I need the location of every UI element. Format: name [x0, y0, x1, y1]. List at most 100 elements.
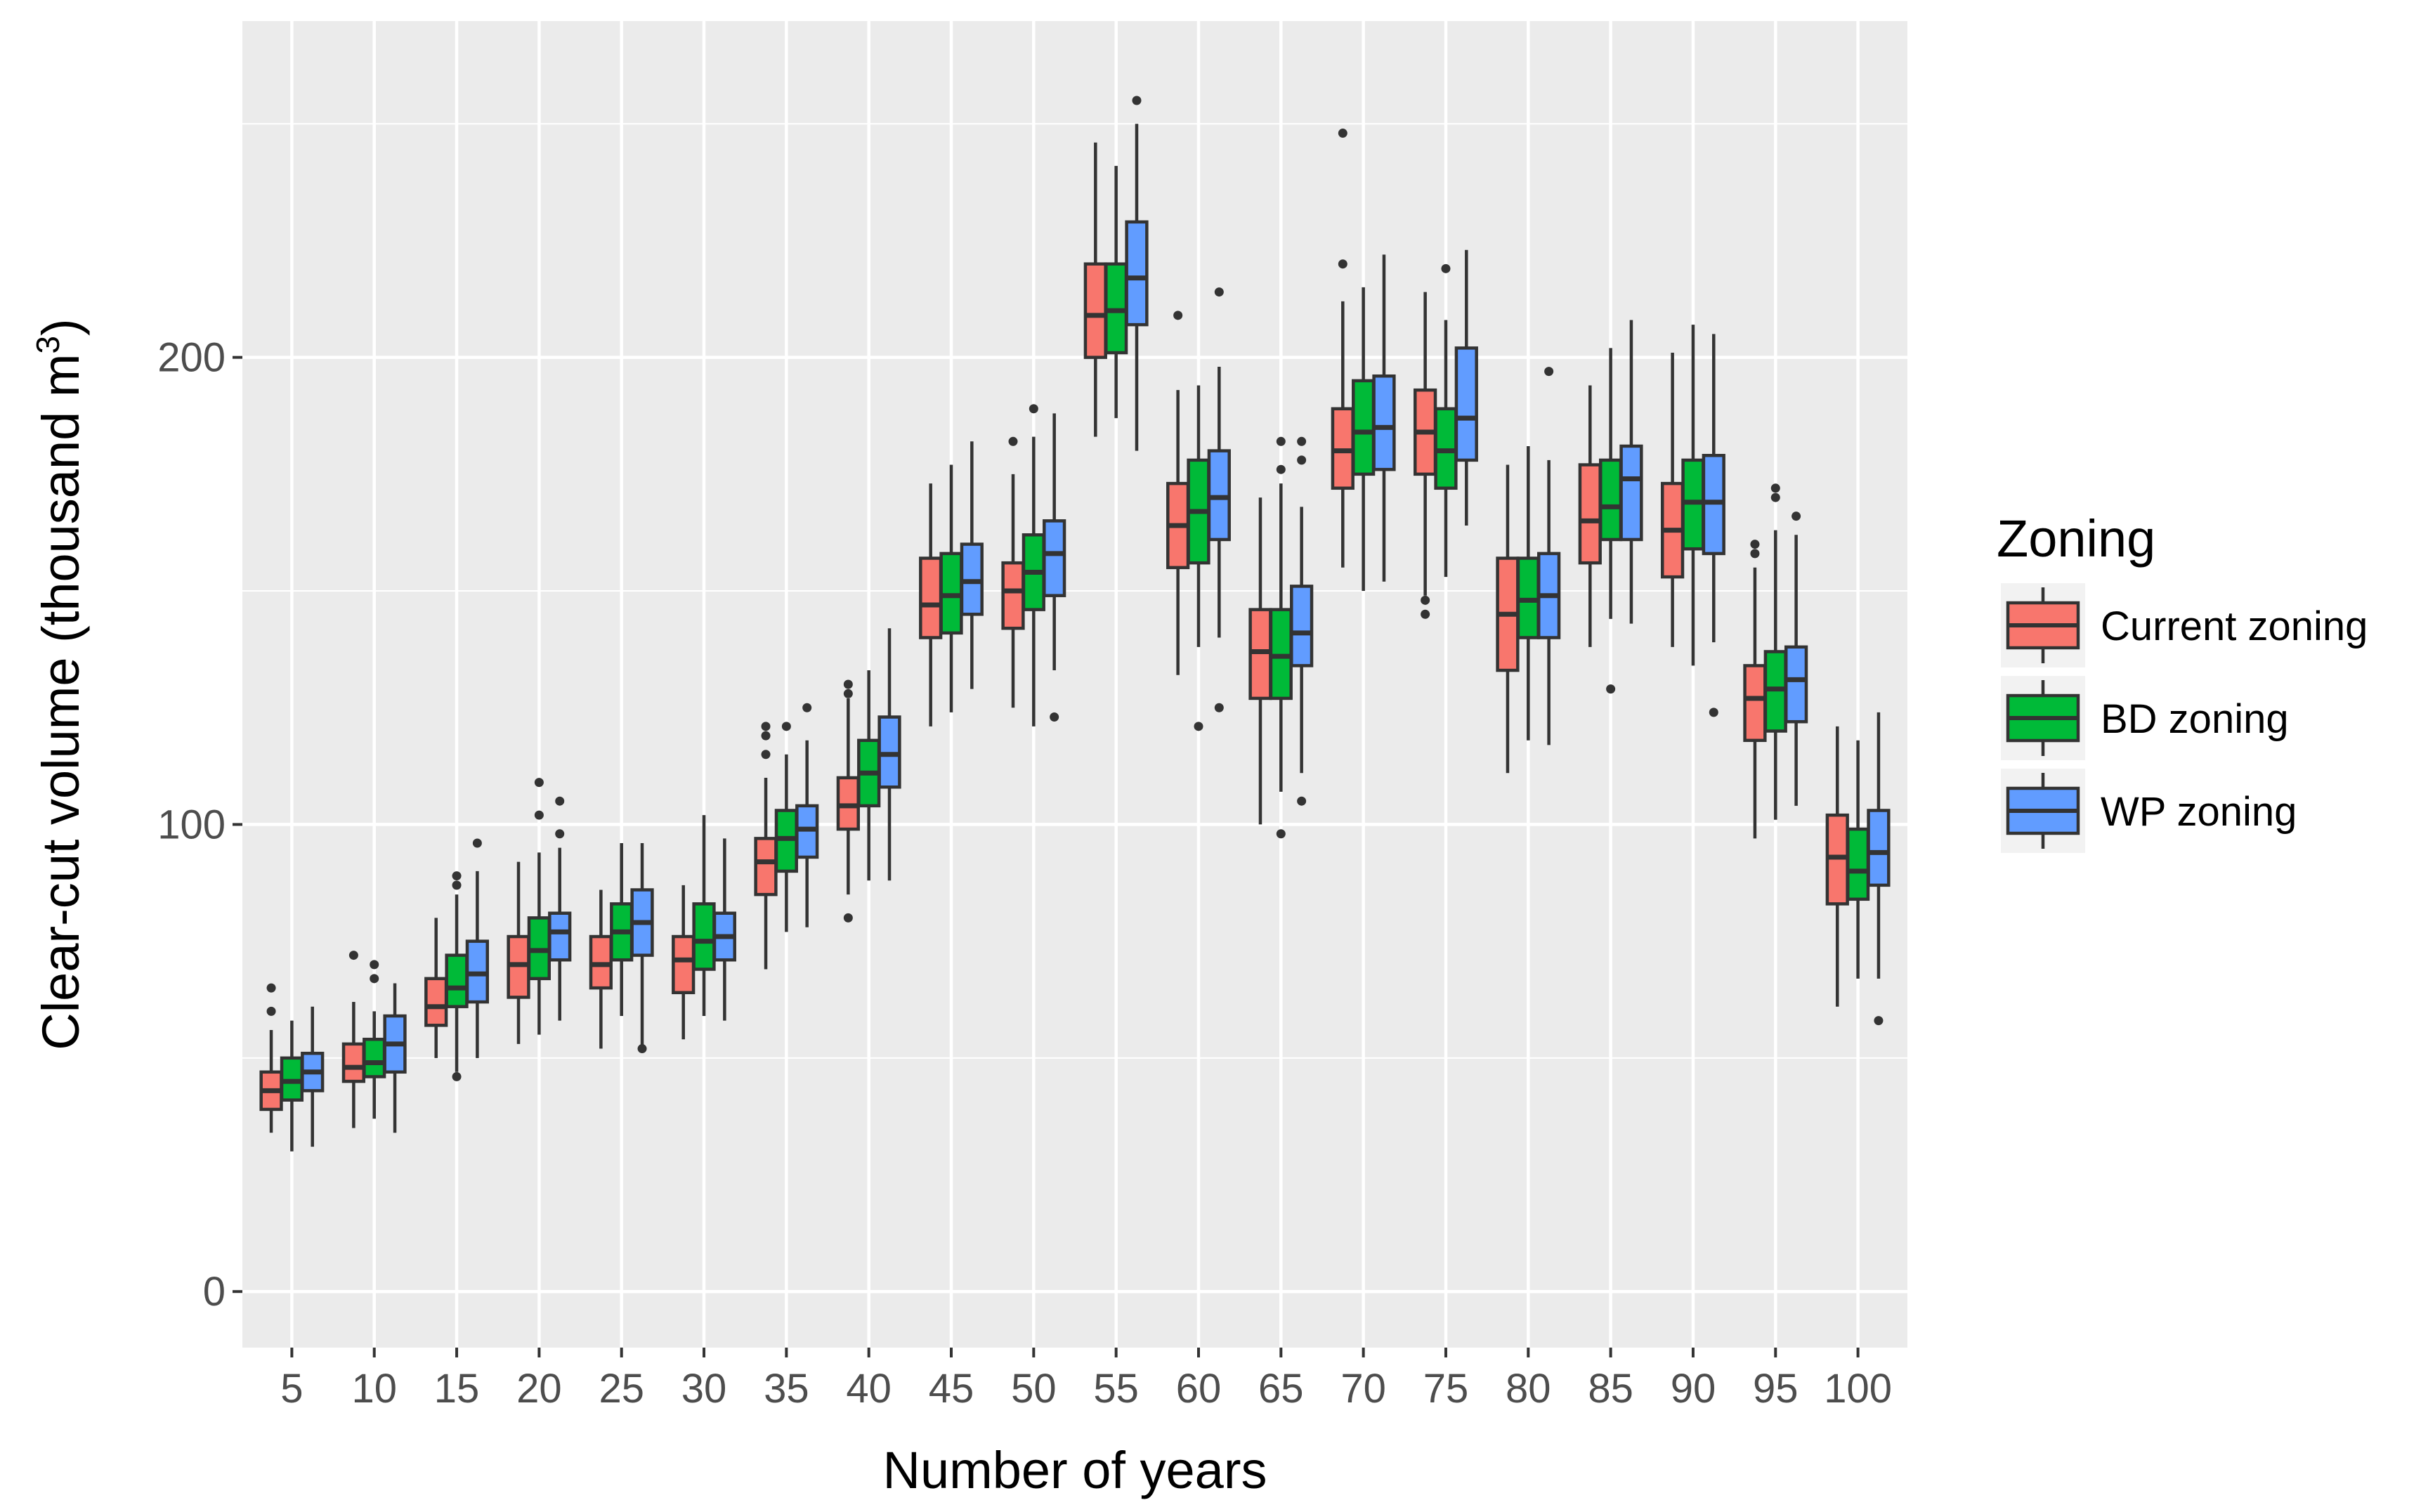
box-series — [259, 96, 1891, 1152]
box-body — [1846, 827, 1870, 901]
x-tick-label: 100 — [1824, 1366, 1892, 1412]
outlier-point — [761, 750, 771, 760]
box — [795, 703, 819, 927]
legend-title: Zoning — [1997, 509, 2155, 568]
box — [1846, 740, 1870, 979]
legend-item: BD zoning — [2001, 676, 2289, 760]
legend: Zoning Current zoning BD zoning WP zoning — [1997, 509, 2368, 853]
box — [754, 722, 778, 970]
box-body — [1454, 346, 1478, 462]
y-axis: 0 100 200 — [157, 335, 242, 1315]
x-tick-label: 85 — [1588, 1366, 1633, 1412]
box-body — [1867, 809, 1891, 887]
x-tick-label: 50 — [1011, 1366, 1057, 1412]
outlier-point — [843, 689, 853, 698]
box — [630, 843, 654, 1054]
y-axis-title-suffix: ) — [32, 318, 90, 336]
box — [1825, 726, 1849, 1007]
box — [877, 628, 901, 881]
box — [1187, 385, 1210, 731]
y-axis-title-superscript: 3 — [30, 336, 66, 354]
outlier-point — [1173, 311, 1183, 320]
outlier-point — [1709, 708, 1718, 717]
box — [1104, 166, 1128, 419]
outlier-point — [534, 810, 544, 820]
box — [424, 918, 448, 1058]
box-body — [1743, 664, 1767, 743]
box — [1743, 540, 1767, 839]
outlier-point — [781, 722, 791, 731]
box — [589, 889, 613, 1049]
outlier-point — [1008, 436, 1018, 446]
box — [672, 885, 696, 1040]
box-body — [1083, 262, 1107, 359]
box-body — [1001, 561, 1025, 630]
box-body — [445, 953, 469, 1008]
box — [939, 464, 963, 712]
x-tick-label: 10 — [351, 1366, 397, 1412]
series-bd-zoning — [280, 166, 1870, 1152]
x-tick-label: 65 — [1258, 1366, 1304, 1412]
box-body — [672, 934, 696, 995]
outlier-point — [1441, 263, 1451, 273]
outlier-point — [1874, 1016, 1884, 1026]
x-tick-label: 80 — [1506, 1366, 1551, 1412]
box — [1414, 292, 1437, 619]
y-tick-label: 100 — [157, 802, 226, 847]
outlier-point — [802, 703, 812, 712]
box — [1372, 254, 1396, 582]
outlier-point — [761, 722, 771, 731]
series-wp-zoning — [301, 96, 1891, 1147]
box — [527, 778, 551, 1035]
outlier-point — [452, 880, 462, 890]
outlier-point — [555, 796, 565, 806]
box — [610, 843, 634, 1016]
box — [1578, 385, 1602, 647]
x-axis-title: Number of years — [883, 1441, 1267, 1499]
outlier-point — [1338, 259, 1347, 269]
box — [919, 483, 943, 726]
x-axis: 5 10 15 20 25 30 35 40 45 50 55 60 65 70 75 80 85 90 95 100 — [280, 1348, 1892, 1412]
box — [363, 960, 386, 1119]
outlier-point — [534, 778, 544, 788]
box — [1207, 287, 1231, 712]
outlier-point — [1214, 287, 1224, 297]
box-body — [919, 556, 943, 639]
outlier-point — [1544, 367, 1554, 377]
box — [1083, 142, 1107, 437]
outlier-point — [1606, 684, 1616, 694]
outlier-point — [1750, 540, 1760, 549]
box-body — [1125, 220, 1149, 327]
outlier-point — [555, 829, 565, 839]
box-body — [363, 1037, 386, 1078]
x-tick-label: 20 — [516, 1366, 562, 1412]
box — [692, 815, 716, 1016]
outlier-point — [1338, 129, 1347, 138]
outlier-point — [266, 1006, 276, 1016]
outlier-point — [1276, 829, 1286, 839]
box — [857, 670, 881, 881]
box — [259, 983, 283, 1133]
box — [1619, 320, 1643, 624]
x-tick-label: 30 — [681, 1366, 727, 1412]
box — [1660, 353, 1685, 647]
box — [1125, 96, 1149, 451]
box — [1269, 436, 1293, 839]
outlier-point — [472, 838, 482, 848]
box-body — [1784, 645, 1808, 724]
x-tick-label: 15 — [434, 1366, 480, 1412]
box-body — [754, 837, 778, 897]
outlier-point — [761, 731, 771, 741]
box-body — [1619, 444, 1643, 542]
x-tick-label: 75 — [1423, 1366, 1469, 1412]
box — [548, 796, 572, 1021]
x-tick-label: 90 — [1671, 1366, 1716, 1412]
box-body — [1372, 374, 1396, 471]
box — [1043, 413, 1066, 722]
outlier-point — [843, 679, 853, 689]
outlier-point — [1029, 404, 1038, 414]
box — [383, 983, 407, 1133]
outlier-point — [452, 871, 462, 881]
outlier-point — [370, 960, 379, 970]
